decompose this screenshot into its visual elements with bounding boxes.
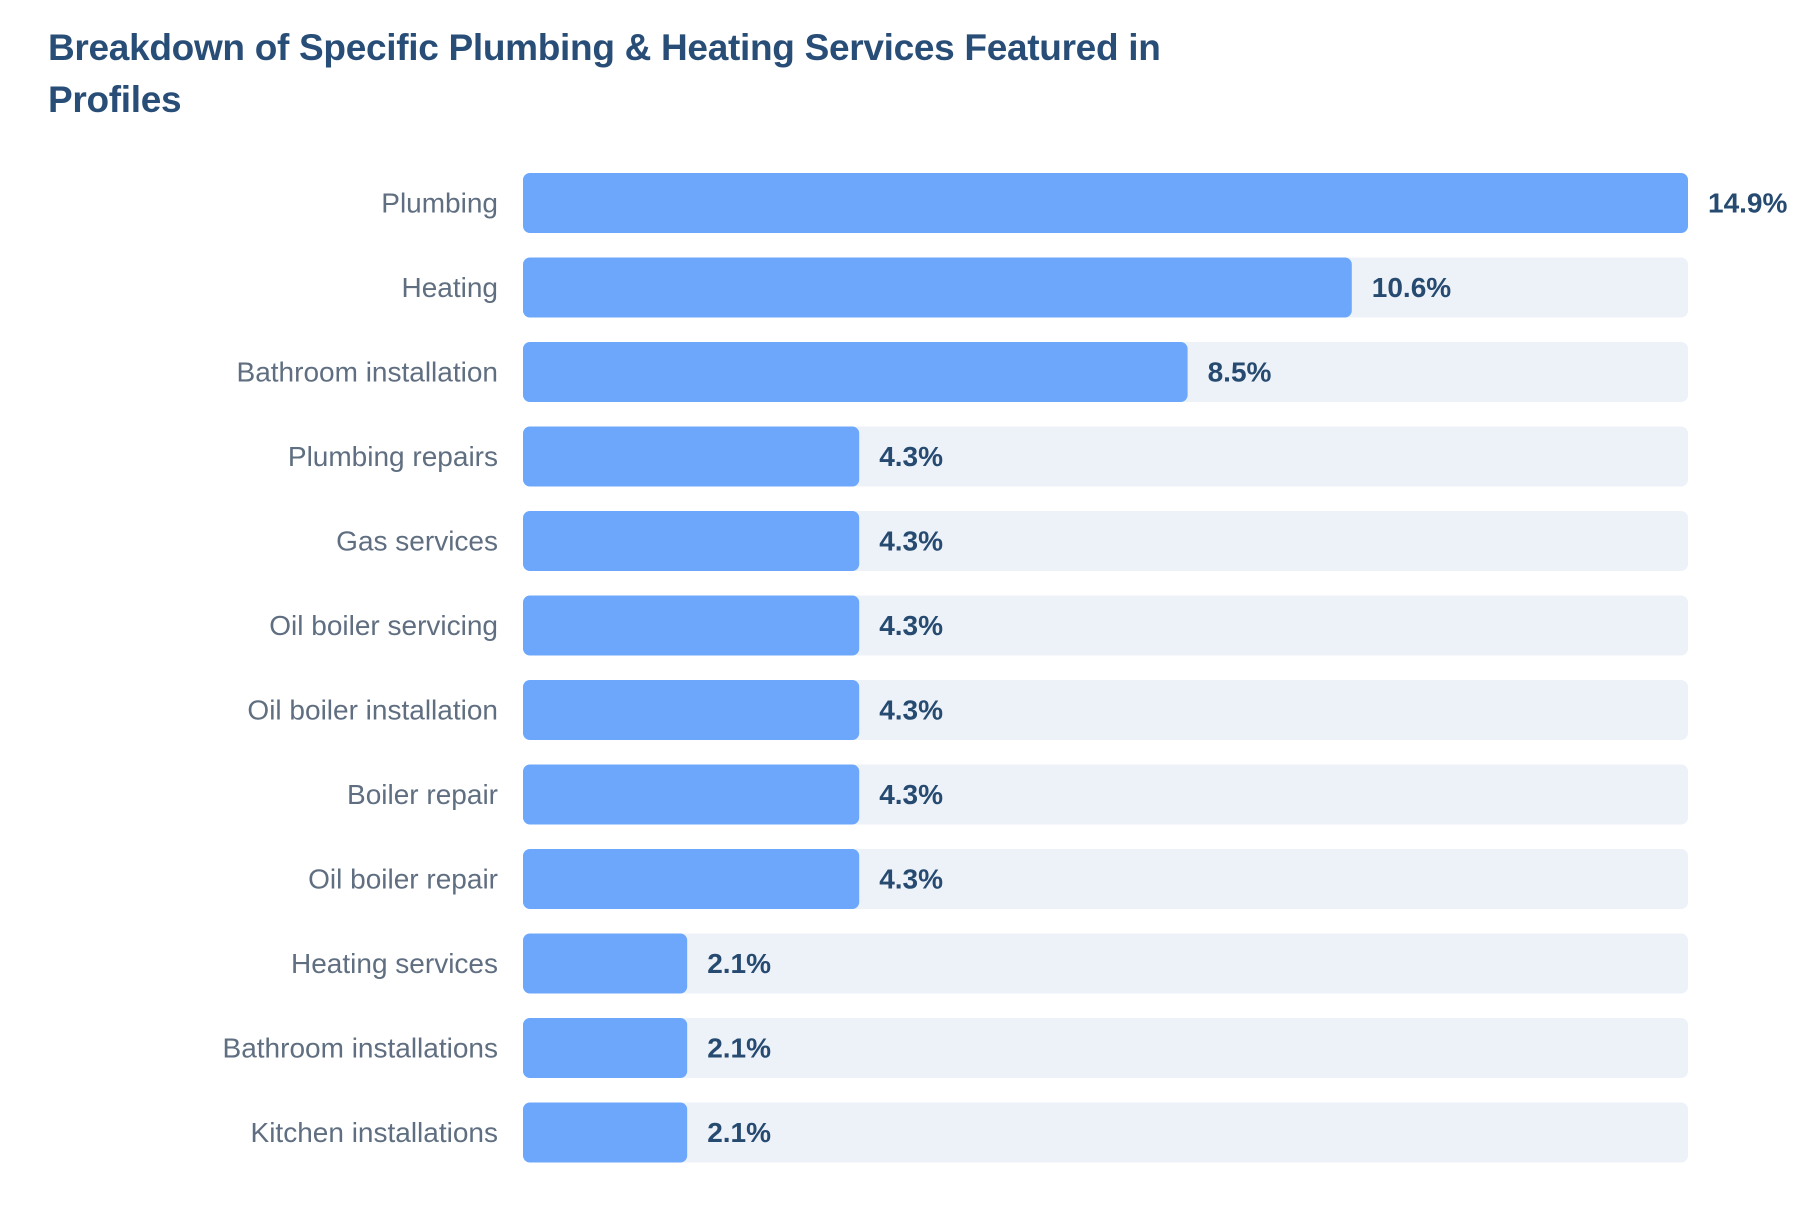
- bar-row: Gas services 4.3%: [336, 511, 1688, 571]
- bar-row: Oil boiler repair 4.3%: [308, 849, 1688, 909]
- bar: [523, 680, 860, 740]
- category-label: Bathroom installation: [237, 357, 498, 388]
- value-label: 10.6%: [1372, 272, 1451, 303]
- bar-row: Oil boiler servicing 4.3%: [269, 595, 1688, 656]
- value-label: 4.3%: [879, 610, 943, 641]
- bar: [523, 426, 860, 487]
- value-label: 2.1%: [707, 1033, 771, 1064]
- bar: [523, 764, 860, 825]
- category-label: Oil boiler repair: [308, 864, 498, 895]
- category-label: Kitchen installations: [251, 1117, 498, 1148]
- category-label: Plumbing: [381, 188, 498, 219]
- bar-row: Bathroom installation 8.5%: [237, 342, 1688, 402]
- value-label: 4.3%: [879, 864, 943, 895]
- category-label: Oil boiler installation: [247, 695, 498, 726]
- bar: [523, 849, 860, 909]
- bar-row: Oil boiler installation 4.3%: [247, 680, 1688, 740]
- bar: [523, 511, 860, 571]
- value-label: 2.1%: [707, 948, 771, 979]
- bar: [523, 257, 1352, 318]
- bar-row: Heating 10.6%: [401, 257, 1688, 318]
- value-label: 4.3%: [879, 441, 943, 472]
- bar-row: Plumbing repairs 4.3%: [288, 426, 1688, 487]
- category-label: Boiler repair: [347, 779, 498, 810]
- value-label: 4.3%: [879, 695, 943, 726]
- category-label: Oil boiler servicing: [269, 610, 498, 641]
- category-label: Heating: [401, 272, 498, 303]
- value-label: 4.3%: [879, 526, 943, 557]
- bar: [523, 933, 688, 994]
- bar-rows: Plumbing 14.9% Heating 10.6% Bathroom instal…: [223, 173, 1787, 1163]
- bar: [523, 1102, 688, 1163]
- bar-track: [523, 1018, 1688, 1078]
- value-label: 2.1%: [707, 1117, 771, 1148]
- bar: [523, 342, 1188, 402]
- chart-title: Breakdown of Specific Plumbing & Heating…: [48, 27, 1161, 120]
- value-label: 4.3%: [879, 779, 943, 810]
- bar: [523, 173, 1688, 233]
- category-label: Bathroom installations: [223, 1033, 498, 1064]
- bar: [523, 1018, 688, 1078]
- bar-row: Kitchen installations 2.1%: [251, 1102, 1688, 1163]
- bar-row: Boiler repair 4.3%: [347, 764, 1688, 825]
- category-label: Heating services: [291, 948, 498, 979]
- bar-row: Bathroom installations 2.1%: [223, 1018, 1688, 1078]
- bar-row: Heating services 2.1%: [291, 933, 1688, 994]
- category-label: Gas services: [336, 526, 498, 557]
- value-label: 8.5%: [1208, 357, 1272, 388]
- value-label: 14.9%: [1708, 188, 1787, 219]
- bar-track: [523, 1102, 1688, 1163]
- bar: [523, 595, 860, 656]
- bar-track: [523, 933, 1688, 994]
- bar-row: Plumbing 14.9%: [381, 173, 1787, 233]
- category-label: Plumbing repairs: [288, 441, 498, 472]
